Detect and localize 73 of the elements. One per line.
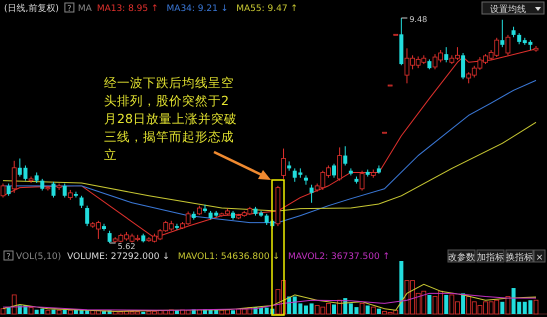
bar [534, 300, 538, 314]
text: MA13: 8.95 ↑ [96, 4, 159, 14]
bar [444, 294, 448, 314]
annotation: 5.62 [118, 242, 136, 251]
text: ? [67, 4, 72, 13]
bar [0, 308, 6, 314]
text: MA55: 9.47 ↑ [236, 4, 298, 14]
button: 改参数 [448, 250, 476, 263]
bar [34, 310, 39, 314]
bar [360, 303, 364, 314]
candlestick [337, 146, 342, 182]
candlestick [51, 181, 56, 198]
candlestick [304, 174, 308, 186]
candlestick [360, 170, 364, 192]
bar [51, 310, 56, 314]
bar [370, 306, 376, 314]
candlestick [517, 32, 522, 45]
text: MAVOL1: 54636.800 ↓ [178, 252, 280, 262]
candlestick [332, 163, 336, 178]
annotation: × [536, 253, 544, 263]
annotation: 加指标 [477, 252, 504, 263]
button: 换指标 [506, 250, 534, 263]
button: 设置均线 [482, 2, 544, 15]
candlestick [512, 26, 516, 38]
candlestick [62, 183, 67, 198]
candlestick [427, 58, 432, 70]
bar [28, 307, 34, 314]
bar [427, 294, 432, 314]
candlestick [108, 230, 112, 244]
candlestick [310, 184, 314, 204]
candlestick [298, 168, 302, 178]
candlestick [80, 195, 84, 209]
bar [366, 306, 370, 314]
bar [231, 310, 236, 314]
chart-title: (日线,前复权) [4, 3, 59, 14]
annotation: 换指标 [506, 252, 533, 263]
annotation: ? [6, 252, 11, 261]
candlestick [444, 46, 448, 63]
candlestick [281, 148, 286, 180]
annotation: 9.48 [409, 15, 428, 24]
bar [399, 261, 404, 314]
candlestick [287, 160, 292, 172]
candlestick [343, 146, 348, 166]
candlestick [6, 183, 11, 196]
bar [174, 310, 179, 314]
bar [40, 308, 44, 314]
bar [332, 304, 336, 314]
chart-title: VOL(5,10) [16, 252, 62, 262]
text: MA34: 9.21 ↓ [166, 4, 228, 14]
candlestick [292, 168, 297, 182]
button: 加指标 [476, 250, 504, 263]
bar [506, 296, 510, 314]
candlestick [68, 189, 73, 200]
candlestick [461, 52, 466, 80]
candlestick [12, 160, 17, 194]
bar [56, 310, 62, 314]
candlestick [264, 213, 269, 226]
annotation: 经一波下跌后均线呈空头排列，股价突然于2月28日放量上涨并突破三线，揭竿而起形态成立 [104, 74, 238, 164]
bar [376, 308, 381, 314]
bar [500, 302, 504, 314]
bar [461, 293, 466, 314]
annotation: VOLUME: 27292.000 ↓ [67, 252, 170, 262]
bar [45, 310, 50, 314]
candlestick [85, 205, 90, 227]
candlestick [40, 178, 44, 192]
annotation: 改参数 [448, 252, 475, 263]
button: × [534, 250, 546, 263]
bar [68, 310, 73, 314]
text: MAVOL2: 36737.500 ↑ [288, 252, 390, 262]
candlestick [34, 172, 39, 184]
candlestick [500, 19, 504, 48]
candlestick [196, 205, 202, 216]
chart-subtitle: MA [78, 4, 93, 14]
